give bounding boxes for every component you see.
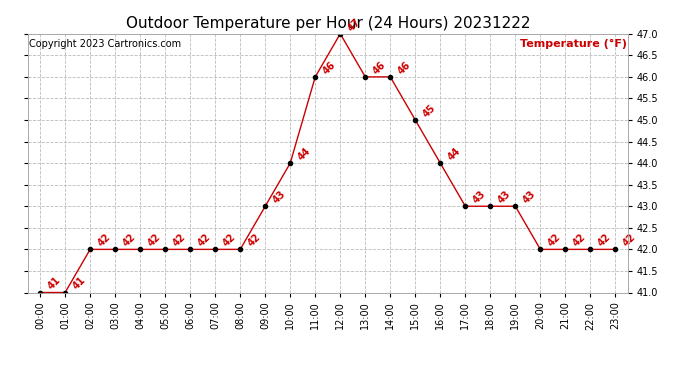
Text: 42: 42 xyxy=(221,232,237,249)
Text: 43: 43 xyxy=(496,189,513,206)
Text: 42: 42 xyxy=(121,232,137,249)
Text: 43: 43 xyxy=(521,189,538,206)
Text: 46: 46 xyxy=(396,60,413,76)
Text: 44: 44 xyxy=(446,146,462,162)
Text: 44: 44 xyxy=(296,146,313,162)
Text: 46: 46 xyxy=(371,60,388,76)
Text: 45: 45 xyxy=(421,103,437,119)
Text: 41: 41 xyxy=(70,275,88,292)
Text: 42: 42 xyxy=(571,232,588,249)
Title: Outdoor Temperature per Hour (24 Hours) 20231222: Outdoor Temperature per Hour (24 Hours) … xyxy=(126,16,530,31)
Text: Temperature (°F): Temperature (°F) xyxy=(520,39,627,49)
Text: 43: 43 xyxy=(471,189,488,206)
Text: 41: 41 xyxy=(46,275,62,292)
Text: 42: 42 xyxy=(96,232,112,249)
Text: 42: 42 xyxy=(146,232,162,249)
Text: 42: 42 xyxy=(546,232,562,249)
Text: 42: 42 xyxy=(246,232,262,249)
Text: Copyright 2023 Cartronics.com: Copyright 2023 Cartronics.com xyxy=(29,39,181,49)
Text: 42: 42 xyxy=(621,232,638,249)
Text: 42: 42 xyxy=(170,232,188,249)
Text: 47: 47 xyxy=(346,16,362,33)
Text: 42: 42 xyxy=(196,232,213,249)
Text: 42: 42 xyxy=(596,232,613,249)
Text: 46: 46 xyxy=(321,60,337,76)
Text: 43: 43 xyxy=(270,189,288,206)
